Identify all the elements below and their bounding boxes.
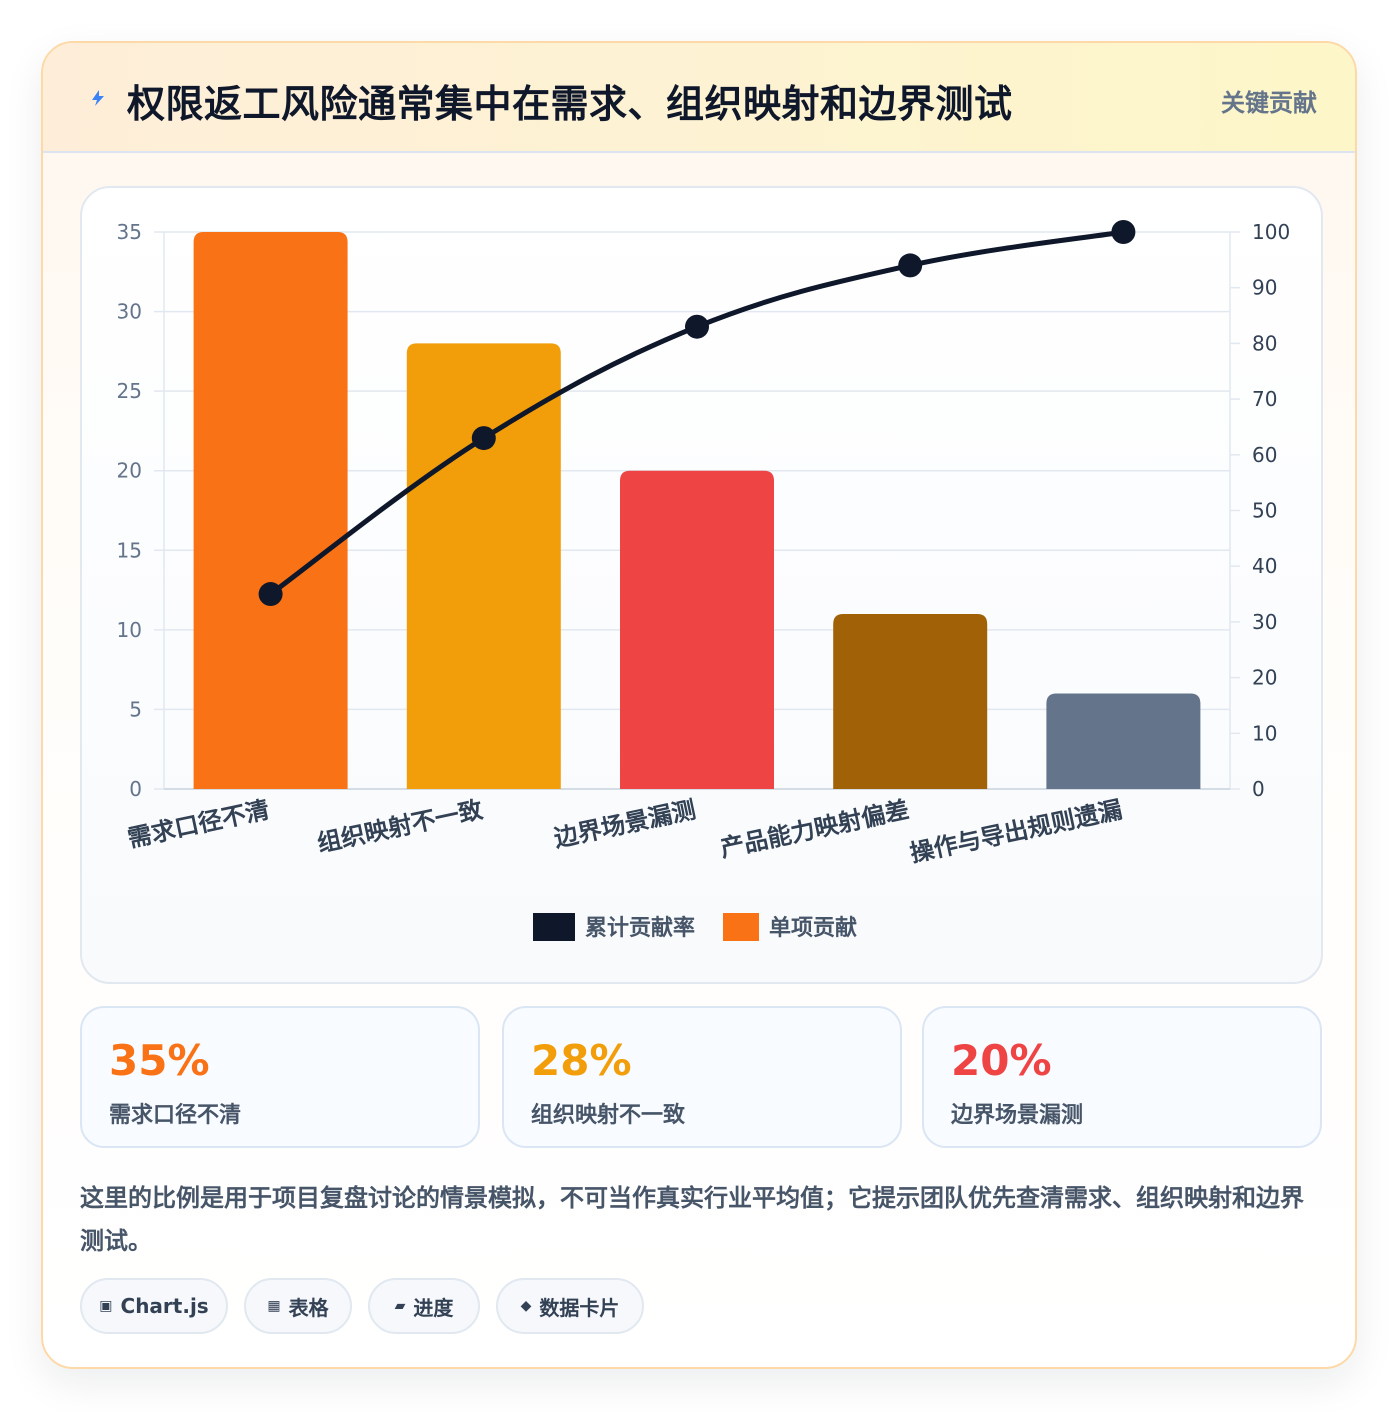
cumulative-point (258, 582, 283, 607)
stat-card-2: 28% 组织映射不一致 (502, 1006, 902, 1148)
y-left-tick-label: 20 (117, 459, 142, 483)
y-left-tick-label: 5 (129, 697, 142, 721)
table-icon: ▦ (267, 1298, 281, 1314)
y-right-tick-label: 20 (1252, 666, 1277, 690)
y-right-tick-label: 10 (1252, 721, 1277, 745)
legend-swatch (723, 913, 759, 941)
tag-data-card[interactable]: ◆ 数据卡片 (496, 1278, 644, 1334)
tag-label: 表格 (288, 1295, 329, 1320)
tag-label: 进度 (413, 1295, 454, 1320)
chart-panel: 0 5 10 15 20 25 30 35 0 10 20 30 40 50 60 70 80 90 100 需求口径… (80, 186, 1323, 984)
cumulative-point (685, 314, 709, 339)
x-tick-label: 操作与导出规则遗漏 (908, 795, 1125, 867)
bar (406, 343, 561, 789)
y-right-tick-label: 80 (1252, 331, 1277, 355)
bar (193, 232, 348, 789)
legend-label: 累计贡献率 (585, 915, 695, 941)
stat-value: 35% (109, 1036, 210, 1085)
legend-label: 单项贡献 (769, 915, 857, 941)
stat-label: 边界场景漏测 (951, 1103, 1084, 1128)
y-right-tick-label: 70 (1252, 387, 1277, 411)
y-right-tick-label: 50 (1252, 499, 1277, 523)
tag-table[interactable]: ▦ 表格 (244, 1278, 352, 1334)
card-header: 权限返工风险通常集中在需求、组织映射和边界测试 关键贡献 (43, 43, 1355, 153)
y-right-tick-label: 40 (1252, 554, 1277, 578)
bar (1046, 693, 1201, 789)
legend-swatch (533, 913, 575, 941)
bar (620, 470, 774, 789)
stat-value: 20% (951, 1036, 1052, 1085)
tag-label: Chart.js (120, 1294, 209, 1318)
y-left-tick-label: 15 (117, 538, 142, 562)
cumulative-point (471, 426, 496, 451)
x-tick-label: 组织映射不一致 (315, 795, 486, 858)
stat-card-3: 20% 边界场景漏测 (922, 1006, 1322, 1148)
y-right-tick-label: 30 (1252, 610, 1277, 634)
bar (833, 613, 988, 789)
y-left-tick-label: 35 (117, 220, 142, 244)
footnote: 这里的比例是用于项目复盘讨论的情景模拟，不可当作真实行业平均值；它提示团队优先查… (80, 1184, 1304, 1255)
main-card: 权限返工风险通常集中在需求、组织映射和边界测试 关键贡献 0 5 10 15 20 25 3… (41, 41, 1357, 1369)
key-contribution-badge: 关键贡献 (1221, 89, 1317, 117)
y-right-tick-label: 90 (1252, 276, 1277, 300)
y-left-tick-label: 25 (117, 379, 142, 403)
y-right-tick-label: 60 (1252, 443, 1277, 467)
progress-icon: ▰ (394, 1298, 406, 1314)
diamond-icon: ◆ (520, 1298, 532, 1314)
y-left-tick-label: 30 (117, 300, 142, 324)
stat-label: 需求口径不清 (109, 1103, 242, 1128)
x-tick-label: 需求口径不清 (125, 795, 272, 852)
tag-progress[interactable]: ▰ 进度 (368, 1278, 480, 1334)
lightning-icon (92, 90, 104, 106)
y-right-tick-label: 100 (1252, 220, 1290, 244)
cumulative-point (898, 253, 923, 278)
stat-value: 28% (531, 1036, 632, 1085)
chart-icon: ▣ (99, 1298, 113, 1314)
cumulative-point (1111, 220, 1136, 244)
y-right-tick-label: 0 (1252, 777, 1265, 801)
pareto-chart: 0 5 10 15 20 25 30 35 0 10 20 30 40 50 60 70 80 90 100 需求口径… (117, 220, 1290, 941)
y-left-tick-label: 0 (129, 777, 142, 801)
tag-chartjs[interactable]: ▣ Chart.js (80, 1278, 228, 1334)
stat-card-1: 35% 需求口径不清 (80, 1006, 480, 1148)
stat-label: 组织映射不一致 (531, 1103, 686, 1128)
y-left-tick-label: 10 (117, 618, 142, 642)
x-tick-label: 产品能力映射偏差 (718, 795, 912, 862)
page-title: 权限返工风险通常集中在需求、组织映射和边界测试 (127, 82, 1013, 126)
x-tick-label: 边界场景漏测 (552, 795, 699, 852)
tag-label: 数据卡片 (539, 1295, 620, 1320)
